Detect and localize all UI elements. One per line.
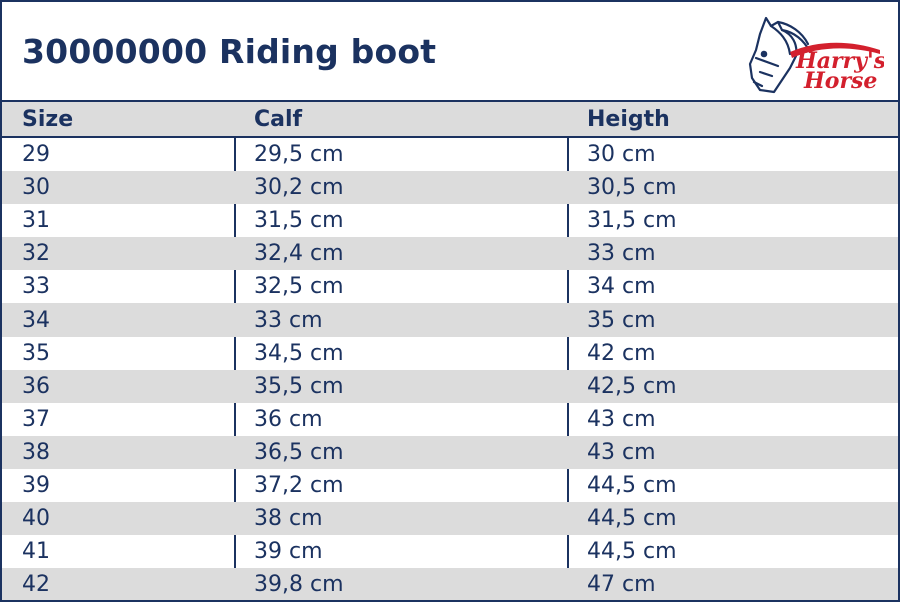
cell-size: 39 xyxy=(22,472,50,498)
table-row: 42 39,8 cm 47 cm xyxy=(2,568,898,600)
cell-size: 29 xyxy=(22,142,50,168)
table-row: 31 31,5 cm 31,5 cm xyxy=(2,204,898,237)
cell-calf: 30,2 cm xyxy=(254,175,344,201)
cell-height: 47 cm xyxy=(587,572,656,598)
cell-size: 32 xyxy=(22,241,50,267)
logo-word-horse: Horse xyxy=(803,68,877,94)
cell-height: 34 cm xyxy=(587,274,656,300)
size-table: Size Calf Heigth 29 29,5 cm 30 cm 30 30,2 cm… xyxy=(2,100,898,600)
cell-height: 44,5 cm xyxy=(587,506,677,532)
table-row: 33 32,5 cm 34 cm xyxy=(2,270,898,303)
page-title: 30000000 Riding boot xyxy=(22,32,437,71)
cell-height: 43 cm xyxy=(587,406,656,432)
table-row: 40 38 cm 44,5 cm xyxy=(2,502,898,536)
cell-calf: 37,2 cm xyxy=(254,472,344,498)
cell-height: 42,5 cm xyxy=(587,373,677,399)
cell-size: 35 xyxy=(22,340,50,366)
header-height: Heigth xyxy=(587,106,670,132)
cell-size: 38 xyxy=(22,439,50,465)
header-calf: Calf xyxy=(254,106,303,132)
cell-height: 42 cm xyxy=(587,340,656,366)
table-row: 38 36,5 cm 43 cm xyxy=(2,435,898,469)
cell-calf: 36 cm xyxy=(254,406,323,432)
cell-size: 34 xyxy=(22,307,50,333)
cell-calf: 29,5 cm xyxy=(254,142,344,168)
table-row: 41 39 cm 44,5 cm xyxy=(2,535,898,568)
cell-calf: 32,4 cm xyxy=(254,241,344,267)
cell-size: 31 xyxy=(22,208,50,234)
column-divider xyxy=(567,102,569,600)
cell-height: 30,5 cm xyxy=(587,175,677,201)
cell-height: 44,5 cm xyxy=(587,472,677,498)
logo-word-harrys: Harry's xyxy=(795,48,884,74)
cell-height: 43 cm xyxy=(587,439,656,465)
cell-height: 31,5 cm xyxy=(587,208,677,234)
header-size: Size xyxy=(22,106,74,132)
cell-height: 30 cm xyxy=(587,142,656,168)
cell-height: 44,5 cm xyxy=(587,539,677,565)
header-divider xyxy=(2,136,898,138)
cell-calf: 36,5 cm xyxy=(254,439,344,465)
cell-calf: 31,5 cm xyxy=(254,208,344,234)
cell-calf: 39,8 cm xyxy=(254,572,344,598)
table-row: 39 37,2 cm 44,5 cm xyxy=(2,469,898,502)
cell-calf: 39 cm xyxy=(254,539,323,565)
column-divider xyxy=(234,102,236,600)
table-row: 35 34,5 cm 42 cm xyxy=(2,337,898,370)
cell-calf: 34,5 cm xyxy=(254,340,344,366)
cell-height: 35 cm xyxy=(587,307,656,333)
chart-header: 30000000 Riding boot Harry's Horse xyxy=(2,2,898,100)
table-header-row: Size Calf Heigth xyxy=(2,102,898,136)
cell-calf: 33 cm xyxy=(254,307,323,333)
cell-calf: 38 cm xyxy=(254,506,323,532)
cell-size: 33 xyxy=(22,274,50,300)
table-row: 29 29,5 cm 30 cm xyxy=(2,138,898,171)
table-row: 36 35,5 cm 42,5 cm xyxy=(2,369,898,403)
table-row: 30 30,2 cm 30,5 cm xyxy=(2,171,898,205)
cell-calf: 32,5 cm xyxy=(254,274,344,300)
harrys-horse-logo: Harry's Horse xyxy=(748,16,884,94)
cell-size: 37 xyxy=(22,406,50,432)
cell-size: 42 xyxy=(22,572,50,598)
cell-size: 30 xyxy=(22,175,50,201)
cell-size: 36 xyxy=(22,373,50,399)
cell-size: 41 xyxy=(22,539,50,565)
table-row: 32 32,4 cm 33 cm xyxy=(2,237,898,271)
cell-height: 33 cm xyxy=(587,241,656,267)
table-row: 34 33 cm 35 cm xyxy=(2,303,898,337)
cell-calf: 35,5 cm xyxy=(254,373,344,399)
cell-size: 40 xyxy=(22,506,50,532)
table-row: 37 36 cm 43 cm xyxy=(2,403,898,436)
